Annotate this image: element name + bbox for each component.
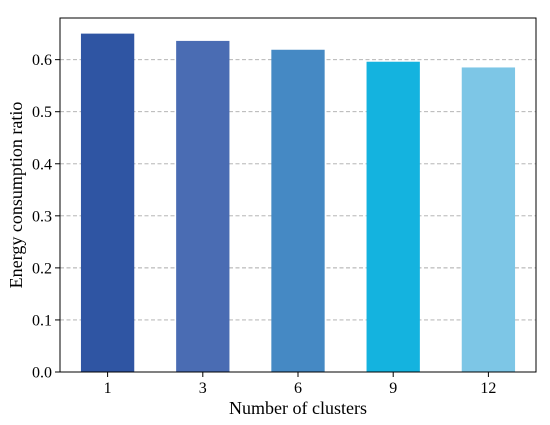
- bar-1: [80, 33, 135, 372]
- y-axis-title: Energy consumption ratio: [6, 102, 26, 289]
- bar-12: [461, 67, 516, 373]
- x-tick-label: 9: [389, 380, 397, 397]
- y-tick-label: 0.6: [32, 52, 52, 69]
- y-axis-ticks: 0.0 0.1 0.2 0.3 0.4 0.5 0.6: [32, 52, 60, 382]
- bars: [80, 33, 516, 373]
- x-axis-title: Number of clusters: [229, 398, 367, 418]
- y-tick-label: 0.3: [32, 208, 52, 225]
- bar-9: [366, 61, 420, 373]
- bar-6: [271, 49, 325, 372]
- bar-3: [176, 40, 230, 372]
- x-tick-label: 3: [199, 380, 207, 397]
- x-tick-label: 6: [294, 380, 302, 397]
- y-tick-label: 0.4: [32, 156, 52, 173]
- y-tick-label: 0.2: [32, 260, 52, 277]
- y-tick-label: 0.5: [32, 104, 52, 121]
- x-tick-label: 1: [104, 380, 112, 397]
- x-tick-label: 12: [480, 380, 496, 397]
- y-tick-label: 0.0: [32, 365, 52, 382]
- y-tick-label: 0.1: [32, 312, 52, 329]
- x-axis-ticks: 1 3 6 9 12: [104, 372, 496, 397]
